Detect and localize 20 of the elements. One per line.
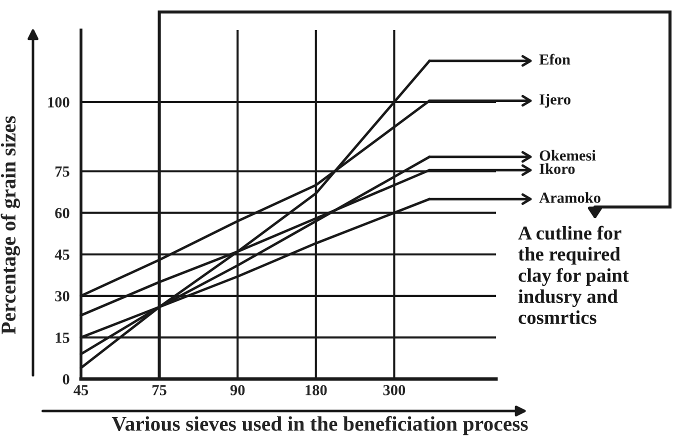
legend-label: Okemesi: [540, 150, 596, 161]
x-tick-label: 90: [230, 384, 245, 396]
x-tick-label: 300: [383, 384, 406, 396]
text: A cutline for the required clay for paint indusry and cosmrtics: [518, 226, 629, 324]
x-axis-title: Various sieves used in the beneficiation process: [112, 416, 528, 436]
y-tick-label: 100: [48, 97, 70, 108]
y-axis-title: Percentage of grain sizes: [0, 116, 20, 334]
x-tick-label: 75: [152, 385, 166, 396]
legend-label: Ijero: [540, 94, 570, 108]
legend-label: Ikoro: [540, 163, 575, 174]
x-tick-label: 45: [74, 385, 88, 396]
legend-label: Efon: [539, 54, 570, 65]
y-tick-label: 15: [56, 332, 70, 343]
y-tick-label: 75: [55, 166, 70, 177]
legend-label: Aramoko: [539, 192, 600, 203]
y-tick-label: 60: [55, 208, 70, 218]
x-tick-label: 180: [306, 384, 327, 396]
y-tick-label: 30: [55, 291, 70, 302]
y-tick-label: 0: [62, 374, 70, 384]
y-tick-label: 45: [54, 250, 70, 260]
